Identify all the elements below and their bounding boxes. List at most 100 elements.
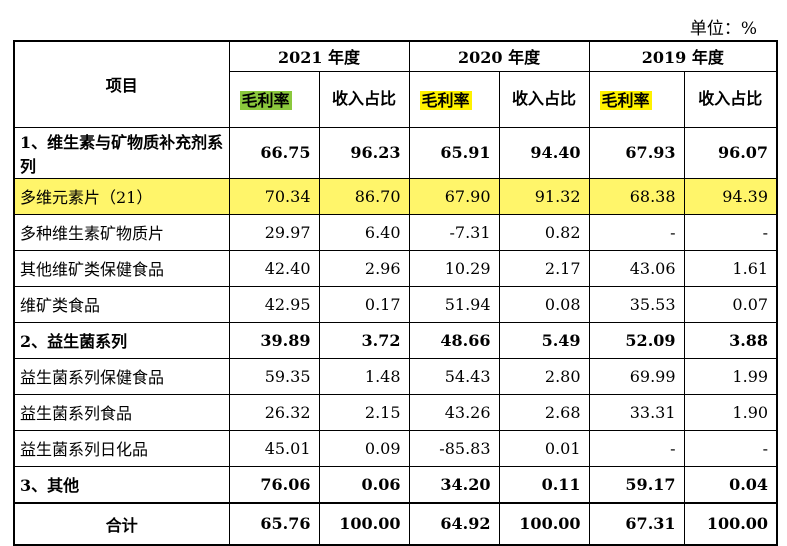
- margin-cell: 67.90: [408, 177, 500, 215]
- share-cell: 0.09: [318, 429, 410, 467]
- margin-cell: 65.91: [408, 126, 500, 179]
- share-cell: 0.82: [498, 213, 590, 251]
- margin-header-label: 毛利率: [239, 91, 292, 110]
- share-cell: 2.17: [498, 249, 590, 287]
- margin-cell: 59.17: [588, 465, 685, 503]
- share-cell: 94.40: [498, 126, 590, 179]
- share-cell: 5.49: [498, 321, 590, 359]
- margin-cell: 33.31: [588, 393, 685, 431]
- table-row: 益生菌系列日化品 45.01 0.09 -85.83 0.01- -: [13, 429, 778, 467]
- table-row: 多种维生素矿物质片 29.97 6.40 -7.31 0.82- -: [13, 213, 778, 251]
- margin-cell: 26.32: [228, 393, 320, 431]
- share-cell: 100.00: [318, 501, 410, 545]
- share-cell: 1.48: [318, 357, 410, 395]
- margin-cell: 51.94: [408, 285, 500, 323]
- margin-cell: 43.26: [408, 393, 500, 431]
- share-cell: 2.15: [318, 393, 410, 431]
- margin-cell: 67.93: [588, 126, 685, 179]
- table-row: 2、益生菌系列 39.89 3.72 48.66 5.49 52.09 3.88: [13, 321, 778, 359]
- year-header-2021: 2021 年度: [228, 40, 410, 72]
- share-cell: 94.39: [683, 177, 778, 215]
- share-cell: 2.68: [498, 393, 590, 431]
- share-cell: -: [683, 213, 778, 251]
- margin-cell: 42.95: [228, 285, 320, 323]
- share-cell: 1.90: [683, 393, 778, 431]
- table-row: 1、维生素与矿物质补充剂系列 66.75 96.23 65.91 94.40 67.93 9…: [13, 126, 778, 179]
- share-cell: 2.96: [318, 249, 410, 287]
- margin-cell: 10.29: [408, 249, 500, 287]
- table-row: 益生菌系列保健食品 59.35 1.48 54.43 2.80 69.99 1.99: [13, 357, 778, 395]
- row-label: 3、其他: [13, 465, 230, 503]
- year-header-2019: 2019 年度: [588, 40, 778, 72]
- margin-cell: 59.35: [228, 357, 320, 395]
- table-row: 其他维矿类保健食品 42.40 2.96 10.29 2.17 43.06 1.61: [13, 249, 778, 287]
- margin-cell: 69.99: [588, 357, 685, 395]
- share-cell: 3.72: [318, 321, 410, 359]
- share-cell: 0.08: [498, 285, 590, 323]
- margin-cell: 70.34: [228, 177, 320, 215]
- row-label: 益生菌系列日化品: [13, 429, 230, 467]
- share-cell: 91.32: [498, 177, 590, 215]
- share-cell: 100.00: [498, 501, 590, 545]
- gross-margin-table: 项目 2021 年度 2020 年度 2019 年度 毛利率 收入占比 毛利率 …: [13, 40, 779, 546]
- table-row: 维矿类食品 42.95 0.17 51.94 0.08 35.53 0.07: [13, 285, 778, 323]
- row-label: 益生菌系列食品: [13, 393, 230, 431]
- share-cell: 0.06: [318, 465, 410, 503]
- margin-cell: -: [588, 429, 685, 467]
- margin-header-label: 毛利率: [599, 91, 652, 110]
- margin-cell: 68.38: [588, 177, 685, 215]
- table-row: 3、其他 76.06 0.06 34.20 0.11 59.17 0.04: [13, 465, 778, 503]
- margin-cell: 76.06: [228, 465, 320, 503]
- margin-cell: 35.53: [588, 285, 685, 323]
- share-cell: 100.00: [683, 501, 778, 545]
- margin-cell: 48.66: [408, 321, 500, 359]
- share-cell: 96.07: [683, 126, 778, 179]
- row-label: 其他维矿类保健食品: [13, 249, 230, 287]
- share-cell: -: [683, 429, 778, 467]
- margin-cell: 45.01: [228, 429, 320, 467]
- table-row: 益生菌系列食品 26.32 2.15 43.26 2.68 33.31 1.90: [13, 393, 778, 431]
- share-cell: 0.04: [683, 465, 778, 503]
- margin-header-label: 毛利率: [419, 91, 472, 110]
- year-header-row: 项目 2021 年度 2020 年度 2019 年度: [13, 40, 778, 128]
- row-label: 多种维生素矿物质片: [13, 213, 230, 251]
- margin-cell: 54.43: [408, 357, 500, 395]
- table-row: 合计 65.76 100.00 64.92 100.00 67.31 100.00: [13, 501, 778, 545]
- share-cell: 0.01: [498, 429, 590, 467]
- share-cell: 0.07: [683, 285, 778, 323]
- share-header-2021: 收入占比: [318, 70, 410, 128]
- margin-cell: 34.20: [408, 465, 500, 503]
- row-label: 益生菌系列保健食品: [13, 357, 230, 395]
- share-cell: 96.23: [318, 126, 410, 179]
- share-header-2019: 收入占比: [683, 70, 778, 128]
- row-label: 合计: [13, 501, 230, 545]
- share-cell: 3.88: [683, 321, 778, 359]
- margin-header-2019: 毛利率: [588, 70, 685, 128]
- margin-cell: 43.06: [588, 249, 685, 287]
- margin-cell: 64.92: [408, 501, 500, 545]
- year-header-2020: 2020 年度: [408, 40, 590, 72]
- margin-header-2020: 毛利率: [408, 70, 500, 128]
- share-cell: 2.80: [498, 357, 590, 395]
- share-cell: 1.61: [683, 249, 778, 287]
- item-header: 项目: [13, 40, 230, 128]
- margin-cell: 66.75: [228, 126, 320, 179]
- row-label: 1、维生素与矿物质补充剂系列: [13, 126, 230, 179]
- margin-cell: 65.76: [228, 501, 320, 545]
- subheader-row: 毛利率 收入占比 毛利率 收入占比 毛利率 收入占比: [14, 70, 778, 128]
- margin-cell: 42.40: [228, 249, 320, 287]
- share-cell: 0.11: [498, 465, 590, 503]
- margin-cell: -: [588, 213, 685, 251]
- margin-cell: 29.97: [228, 213, 320, 251]
- share-header-2020: 收入占比: [498, 70, 590, 128]
- margin-cell: 52.09: [588, 321, 685, 359]
- margin-cell: 67.31: [588, 501, 685, 545]
- share-cell: 1.99: [683, 357, 778, 395]
- row-label: 多维元素片（21）: [13, 177, 230, 215]
- unit-label: 单位：%: [689, 19, 757, 39]
- margin-cell: 39.89: [228, 321, 320, 359]
- row-label: 维矿类食品: [13, 285, 230, 323]
- share-cell: 6.40: [318, 213, 410, 251]
- row-label: 2、益生菌系列: [13, 321, 230, 359]
- margin-header-2021: 毛利率: [228, 70, 320, 128]
